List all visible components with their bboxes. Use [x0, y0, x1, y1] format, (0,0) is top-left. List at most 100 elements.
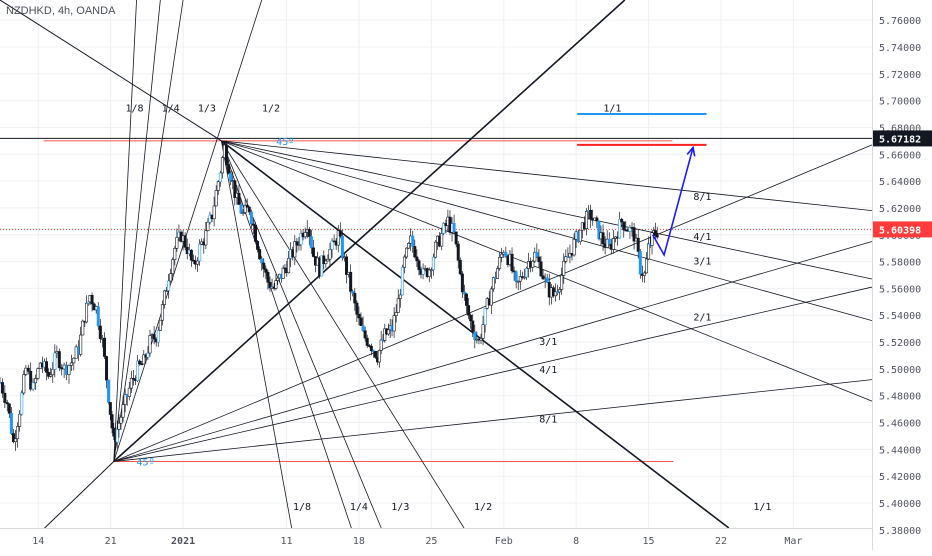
candle-body	[539, 261, 543, 277]
candle-body	[55, 351, 59, 354]
time-tick-label: 18	[353, 536, 365, 547]
candle-body	[510, 253, 514, 272]
fan-ratio-label: 1/2	[474, 502, 492, 513]
candle-body	[237, 192, 241, 205]
candle-body	[500, 253, 504, 258]
candle-body	[359, 317, 363, 326]
candle-body	[442, 223, 446, 234]
upper-gann-fan-1-2	[221, 140, 465, 529]
candle-body	[392, 315, 396, 332]
price-tick-label: 5.68000	[879, 123, 921, 134]
candle-body	[22, 374, 26, 394]
candle-body	[473, 331, 477, 340]
candle-body	[297, 244, 301, 246]
fan-ratio-label: 1/3	[198, 103, 216, 114]
fan-ratio-label: 1/1	[753, 502, 771, 513]
price-tick-label: 5.72000	[879, 70, 921, 81]
candle-body	[142, 354, 146, 365]
candle-body	[458, 260, 462, 275]
candle-body	[431, 256, 435, 270]
lower-gann-fan-1-2	[113, 0, 263, 462]
candle-body	[127, 387, 131, 397]
upper-gann-fan-1-8	[220, 140, 293, 529]
candle-body	[16, 426, 20, 440]
candle-body	[138, 360, 142, 365]
price-tick-label: 5.56000	[879, 284, 921, 295]
candle-body	[165, 290, 169, 292]
candle-body	[36, 368, 40, 379]
candle-body	[379, 339, 383, 351]
candle-body	[241, 212, 245, 214]
candle-body	[572, 239, 576, 256]
time-tick-label: 21	[105, 536, 117, 547]
candle-body	[383, 328, 387, 341]
candle-body	[326, 258, 330, 262]
candle-body	[597, 220, 601, 240]
candle-body	[260, 258, 264, 264]
candle-body	[90, 295, 94, 305]
candle-body	[26, 367, 30, 372]
candle-body	[258, 249, 262, 260]
marked-level-tag	[873, 130, 932, 147]
candle-body	[251, 223, 255, 226]
candle-body	[86, 301, 90, 304]
candle-body	[355, 302, 359, 315]
candle-body	[107, 379, 111, 403]
candle-body	[452, 223, 456, 233]
time-tick-label: 22	[715, 536, 727, 547]
candle-body	[440, 233, 444, 247]
candle-body	[647, 243, 651, 260]
candle-body	[268, 281, 272, 289]
candle-body	[377, 349, 381, 363]
candle-body	[553, 291, 557, 297]
candle-body	[53, 352, 57, 370]
angle-label: 45º	[137, 457, 155, 468]
candle-body	[653, 230, 657, 236]
candle-body	[69, 362, 73, 366]
price-tick-label: 5.50000	[879, 365, 921, 376]
price-axis[interactable]: 5.38000 5.40000 5.42000 5.44000 5.46000 5.480…	[872, 0, 932, 550]
candle-body	[299, 233, 303, 245]
candle-body	[471, 320, 475, 333]
fan-ratio-label: 1/8	[293, 502, 311, 513]
candle-body	[148, 335, 152, 354]
horizontal-levels	[0, 113, 872, 462]
upper-left-diagonal	[0, 0, 222, 142]
candle-body	[227, 164, 231, 174]
candle-body	[220, 157, 224, 174]
candle-body	[60, 367, 64, 370]
time-axis[interactable]: 14 21 2021 11 18 25 Feb 8 15 22 Mar	[0, 528, 872, 551]
candle-body	[24, 367, 28, 375]
candle-body	[303, 232, 307, 238]
candle-body	[535, 252, 539, 258]
candle-body	[189, 249, 193, 261]
marked-level-value: 5.67182	[879, 134, 921, 145]
candle-body	[560, 275, 564, 290]
price-tick-label: 5.40000	[879, 499, 921, 510]
price-tick-label: 5.54000	[879, 311, 921, 322]
candle-body	[167, 280, 171, 291]
candle-body	[49, 374, 53, 377]
candle-body	[328, 249, 332, 260]
fan-ratio-label: 8/1	[539, 415, 557, 426]
candle-body	[81, 320, 85, 336]
candle-body	[18, 413, 22, 427]
price-tick-label: 5.46000	[879, 419, 921, 430]
candle-body	[62, 364, 66, 370]
candle-body	[45, 361, 49, 373]
lower-gann-fan-1-4	[113, 0, 161, 462]
time-tick-label: 14	[32, 536, 44, 547]
candle-body	[622, 221, 626, 231]
candle-body	[3, 392, 7, 403]
candle-body	[462, 291, 466, 295]
candle-body	[405, 247, 409, 258]
candle-body	[110, 414, 114, 429]
candle-body	[287, 258, 291, 274]
candle-body	[456, 243, 460, 261]
candle-body	[361, 325, 365, 332]
candle-body	[158, 319, 162, 331]
candle-body	[558, 289, 562, 293]
candle-body	[564, 256, 568, 262]
